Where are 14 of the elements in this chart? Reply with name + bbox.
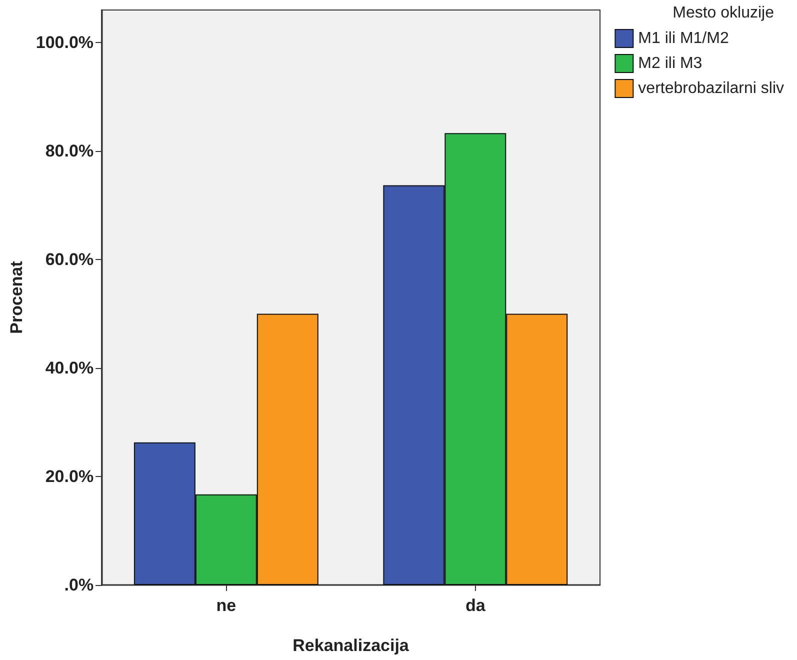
y-tick-label: .0% [64, 576, 94, 594]
legend-label: M2 ili M3 [638, 55, 702, 72]
y-tick-label: 60.0% [45, 250, 94, 270]
y-axis-title: Procenat [7, 260, 26, 334]
x-tick-label: ne [216, 596, 236, 615]
x-axis-title: Rekanalizacija [292, 636, 410, 655]
legend-label: vertebrobazilarni sliv [638, 80, 784, 97]
x-tick-label: da [465, 596, 486, 615]
y-tick-label: 40.0% [45, 358, 94, 378]
y-tick-label: 100.0% [36, 33, 94, 52]
legend-label: M1 ili M1/M2 [638, 30, 729, 47]
legend-title: Mesto okluzije [672, 4, 774, 22]
y-tick-label: 20.0% [45, 467, 94, 486]
y-tick-label: 80.0% [45, 142, 94, 161]
